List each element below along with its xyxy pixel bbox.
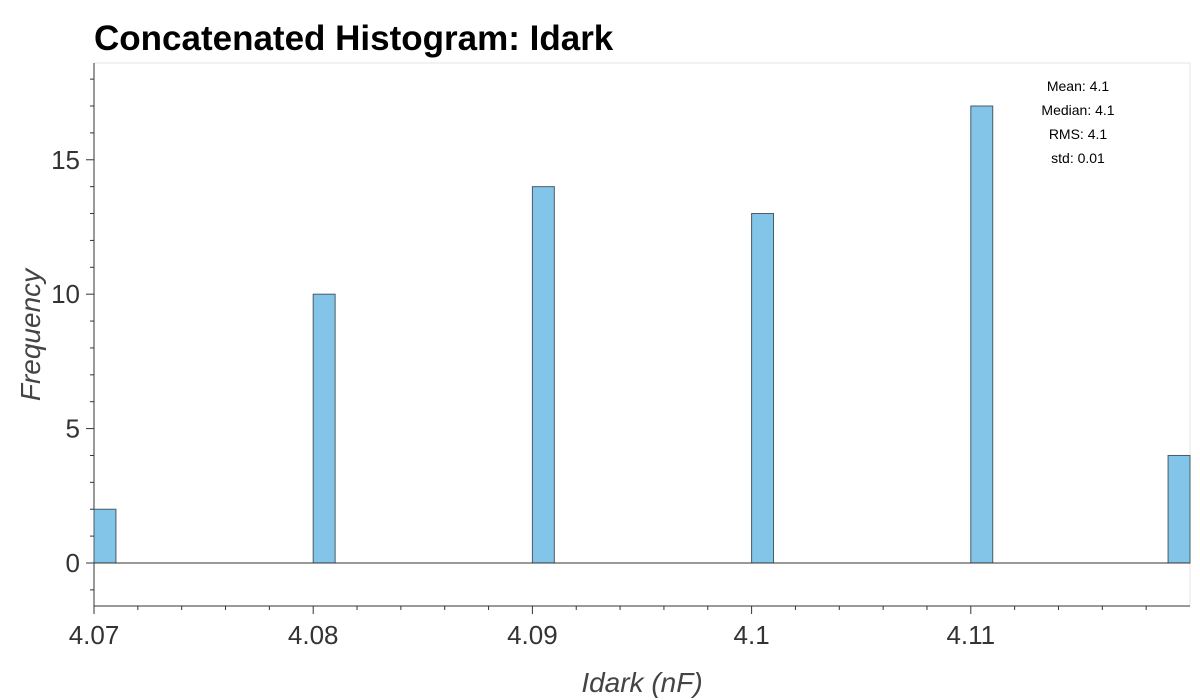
histogram-bar [1167,454,1191,564]
histogram-bar [970,105,994,564]
stat-std: std: 0.01 [1051,150,1105,166]
x-tick-label: 4.09 [507,620,558,650]
y-tick-label: 5 [66,414,80,444]
x-tick-label: 4.11 [946,620,995,650]
y-ticks-group: 0 5 10 15 [51,78,94,591]
x-tick-label: 4.08 [288,620,339,650]
y-tick-label: 15 [51,145,80,175]
chart-title: Concatenated Histogram: Idark [94,19,614,58]
histogram-bar [312,293,336,564]
x-axis-label: Idark (nF) [581,667,702,698]
x-ticks-group: 4.07 4.08 4.09 4.1 4.11 [69,606,1147,650]
x-tick-label: 4.1 [734,620,770,650]
stat-rms: RMS: 4.1 [1049,126,1108,142]
bars-group [93,105,1191,564]
histogram-bar [93,508,117,564]
y-tick-label: 0 [66,548,80,578]
y-tick-label: 10 [51,279,80,309]
stat-median: Median: 4.1 [1041,102,1114,118]
stat-mean: Mean: 4.1 [1047,78,1109,94]
histogram-bar [751,213,775,564]
y-axis-label: Frequency [15,267,46,401]
x-tick-label: 4.07 [69,620,120,650]
histogram-bar [531,186,555,564]
stats-box: Mean: 4.1 Median: 4.1 RMS: 4.1 std: 0.01 [1041,78,1114,166]
